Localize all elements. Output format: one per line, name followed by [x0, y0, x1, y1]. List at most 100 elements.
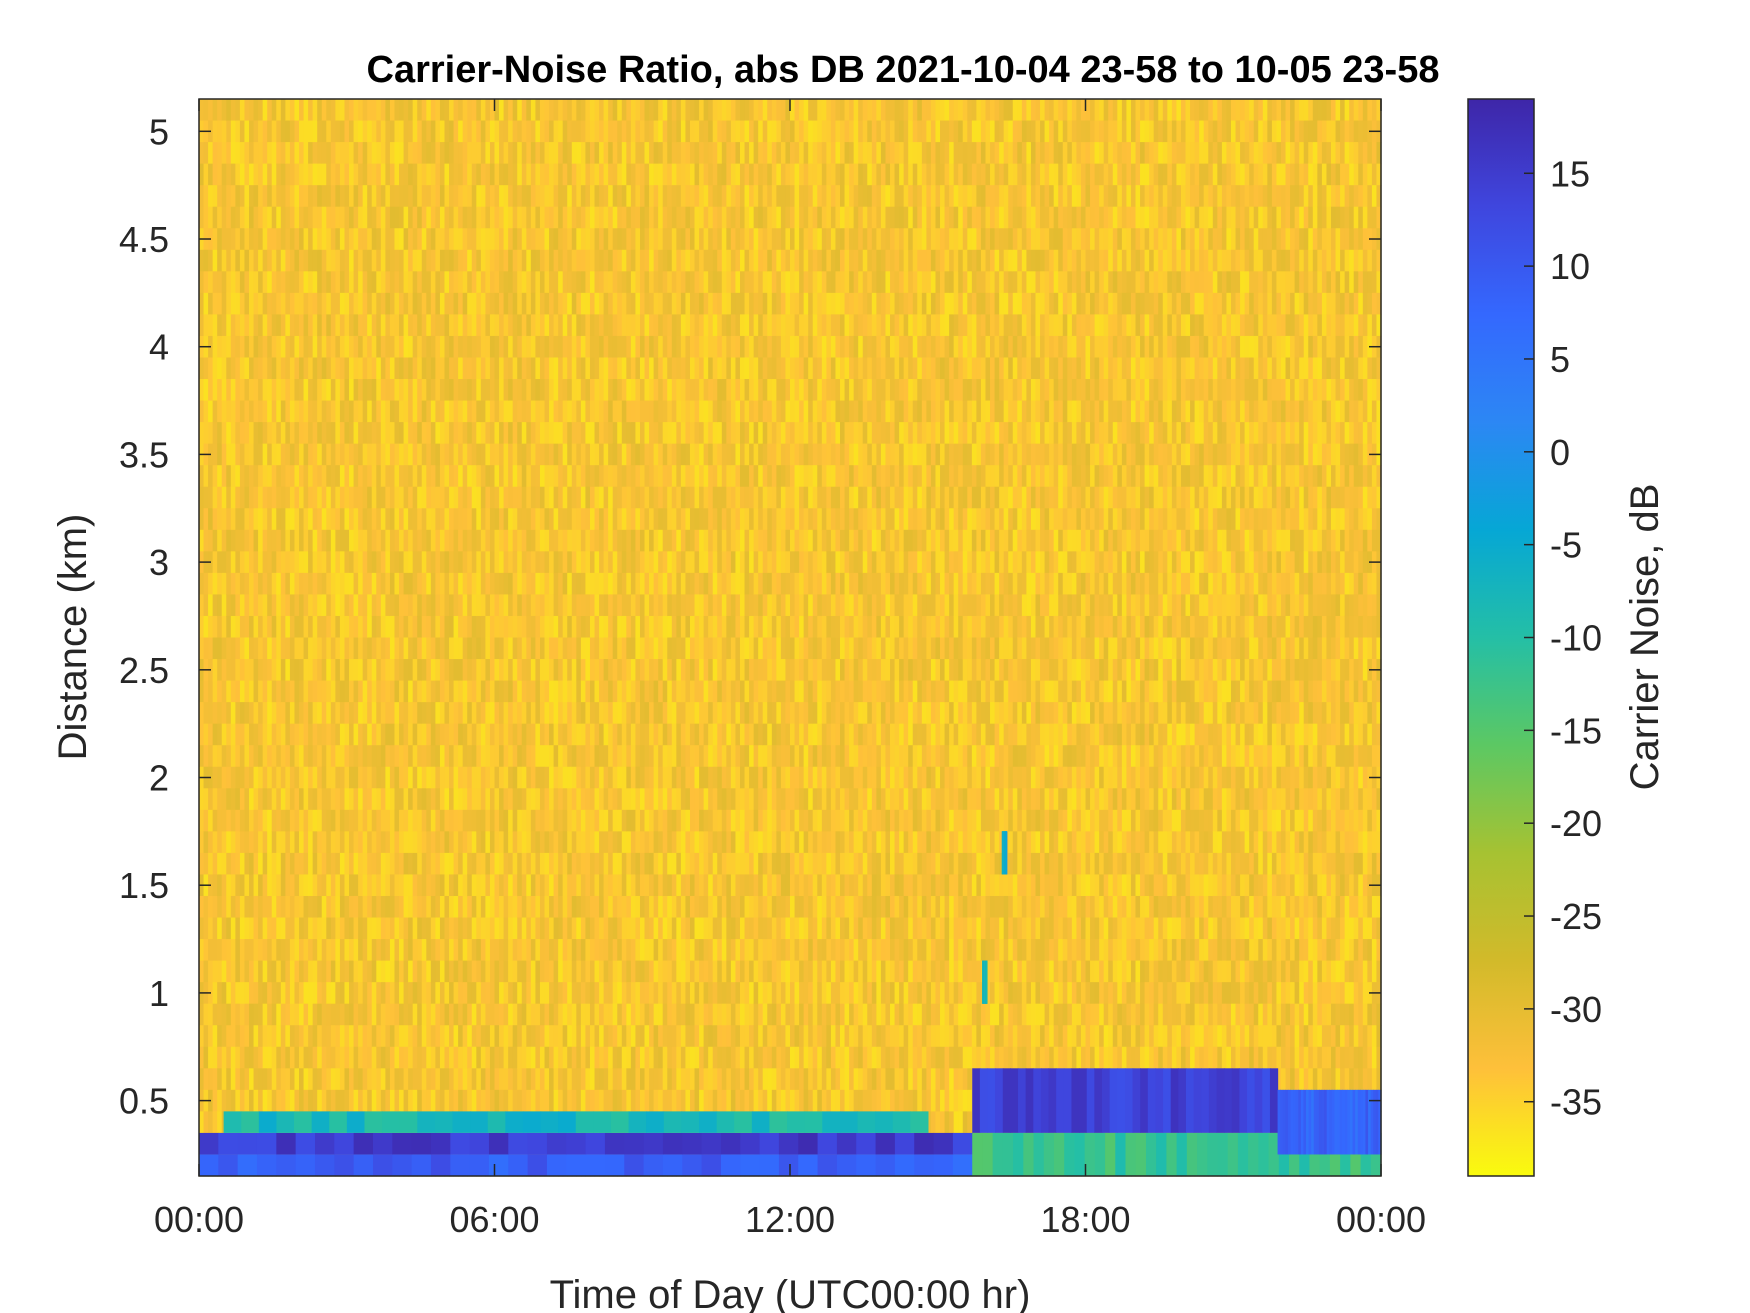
heatmap-cell: [417, 551, 423, 574]
heatmap-cell: [639, 1089, 646, 1112]
heatmap-cell: [562, 357, 568, 380]
heatmap-cell: [444, 379, 450, 402]
heatmap-cell: [644, 400, 650, 423]
heatmap-cell: [253, 1068, 259, 1091]
heatmap-cell: [549, 335, 555, 359]
heatmap-cell: [249, 895, 255, 919]
heatmap-cell: [435, 249, 441, 272]
heatmap-cell: [199, 292, 205, 315]
heatmap-cell: [267, 163, 273, 186]
heatmap-cell: [635, 400, 641, 423]
heatmap-cell: [503, 895, 509, 919]
heatmap-cell: [408, 1046, 414, 1069]
heatmap-cell: [267, 465, 273, 488]
heatmap-cell: [380, 292, 386, 315]
heatmap-cell: [562, 99, 568, 122]
heatmap-cell: [258, 228, 264, 251]
heatmap-cell: [276, 615, 282, 639]
heatmap-cell: [326, 680, 332, 703]
heatmap-cell: [244, 99, 250, 122]
heatmap-cell: [639, 831, 646, 854]
heatmap-cell: [421, 615, 427, 639]
heatmap-cell: [508, 831, 514, 854]
heatmap-cell: [617, 982, 623, 1005]
heatmap-cell: [530, 1068, 537, 1091]
heatmap-cell: [321, 249, 327, 272]
heatmap-cell: [380, 702, 386, 725]
heatmap-cell: [230, 185, 236, 208]
heatmap-cell: [630, 99, 637, 122]
heatmap-cell: [539, 1046, 546, 1069]
heatmap-cell: [535, 702, 541, 725]
heatmap-cell: [467, 874, 473, 897]
heatmap-cell: [617, 120, 623, 143]
heatmap-cell: [603, 551, 609, 574]
heatmap-cell: [385, 939, 391, 962]
heatmap-cell: [249, 292, 255, 315]
heatmap-cell: [526, 572, 532, 596]
heatmap-cell: [226, 874, 232, 897]
heatmap-cell: [485, 939, 491, 962]
heatmap-cell: [285, 895, 291, 919]
heatmap-cell: [312, 637, 318, 660]
heatmap-cell: [412, 960, 418, 983]
heatmap-cell: [230, 702, 236, 725]
heatmap-cell: [503, 465, 509, 488]
heatmap-cell: [626, 680, 632, 703]
heatmap-cell: [394, 163, 400, 186]
heatmap-cell: [471, 1025, 477, 1048]
heatmap-cell: [326, 271, 332, 294]
heatmap-cell: [480, 831, 487, 854]
heatmap-cell: [589, 1025, 596, 1048]
heatmap-cell: [385, 249, 391, 272]
heatmap-cell: [462, 99, 468, 122]
heatmap-cell: [349, 206, 355, 229]
heatmap-cell: [494, 766, 500, 789]
heatmap-cell: [458, 572, 464, 596]
heatmap-cell: [430, 486, 436, 509]
heatmap-cell: [462, 659, 468, 682]
heatmap-cell: [421, 185, 427, 208]
heatmap-cell: [576, 314, 582, 337]
heatmap-cell: [589, 659, 596, 682]
heatmap-cell: [276, 572, 282, 596]
heatmap-cell: [271, 895, 277, 919]
heatmap-cell: [544, 163, 550, 186]
heatmap-cell: [458, 939, 464, 962]
heatmap-cell: [362, 809, 368, 832]
heatmap-cell: [258, 551, 264, 574]
heatmap-cell: [612, 1003, 618, 1026]
heatmap-cell: [199, 1111, 205, 1134]
heatmap-cell: [267, 1089, 273, 1112]
heatmap-cell: [212, 249, 218, 272]
heatmap-cell: [626, 422, 632, 445]
heatmap-cell: [249, 271, 255, 294]
heatmap-cell: [235, 551, 241, 574]
heatmap-cell: [389, 659, 396, 682]
heatmap-cell: [376, 874, 382, 897]
heatmap-cell: [253, 228, 259, 251]
heatmap-cell: [221, 788, 227, 811]
heatmap-cell: [303, 831, 309, 854]
heatmap-cell: [571, 680, 577, 703]
heatmap-cell: [612, 271, 618, 294]
heatmap-cell: [485, 852, 491, 876]
heatmap-cell: [267, 874, 273, 897]
heatmap-cell: [580, 917, 587, 940]
heatmap-cell: [453, 185, 459, 208]
heatmap-cell: [394, 443, 400, 466]
heatmap-cell: [576, 99, 582, 122]
heatmap-cell: [230, 422, 236, 445]
heatmap-cell: [376, 335, 382, 359]
heatmap-cell: [326, 314, 332, 337]
heatmap-cell: [399, 982, 405, 1005]
heatmap-cell: [467, 508, 473, 531]
heatmap-cell: [253, 960, 259, 983]
heatmap-cell: [208, 529, 214, 552]
heatmap-cell: [321, 680, 327, 703]
heatmap-cell: [235, 400, 241, 423]
heatmap-cell: [353, 1068, 359, 1091]
heatmap-cell: [521, 508, 527, 531]
heatmap-cell: [608, 982, 614, 1005]
heatmap-cell: [199, 917, 205, 940]
